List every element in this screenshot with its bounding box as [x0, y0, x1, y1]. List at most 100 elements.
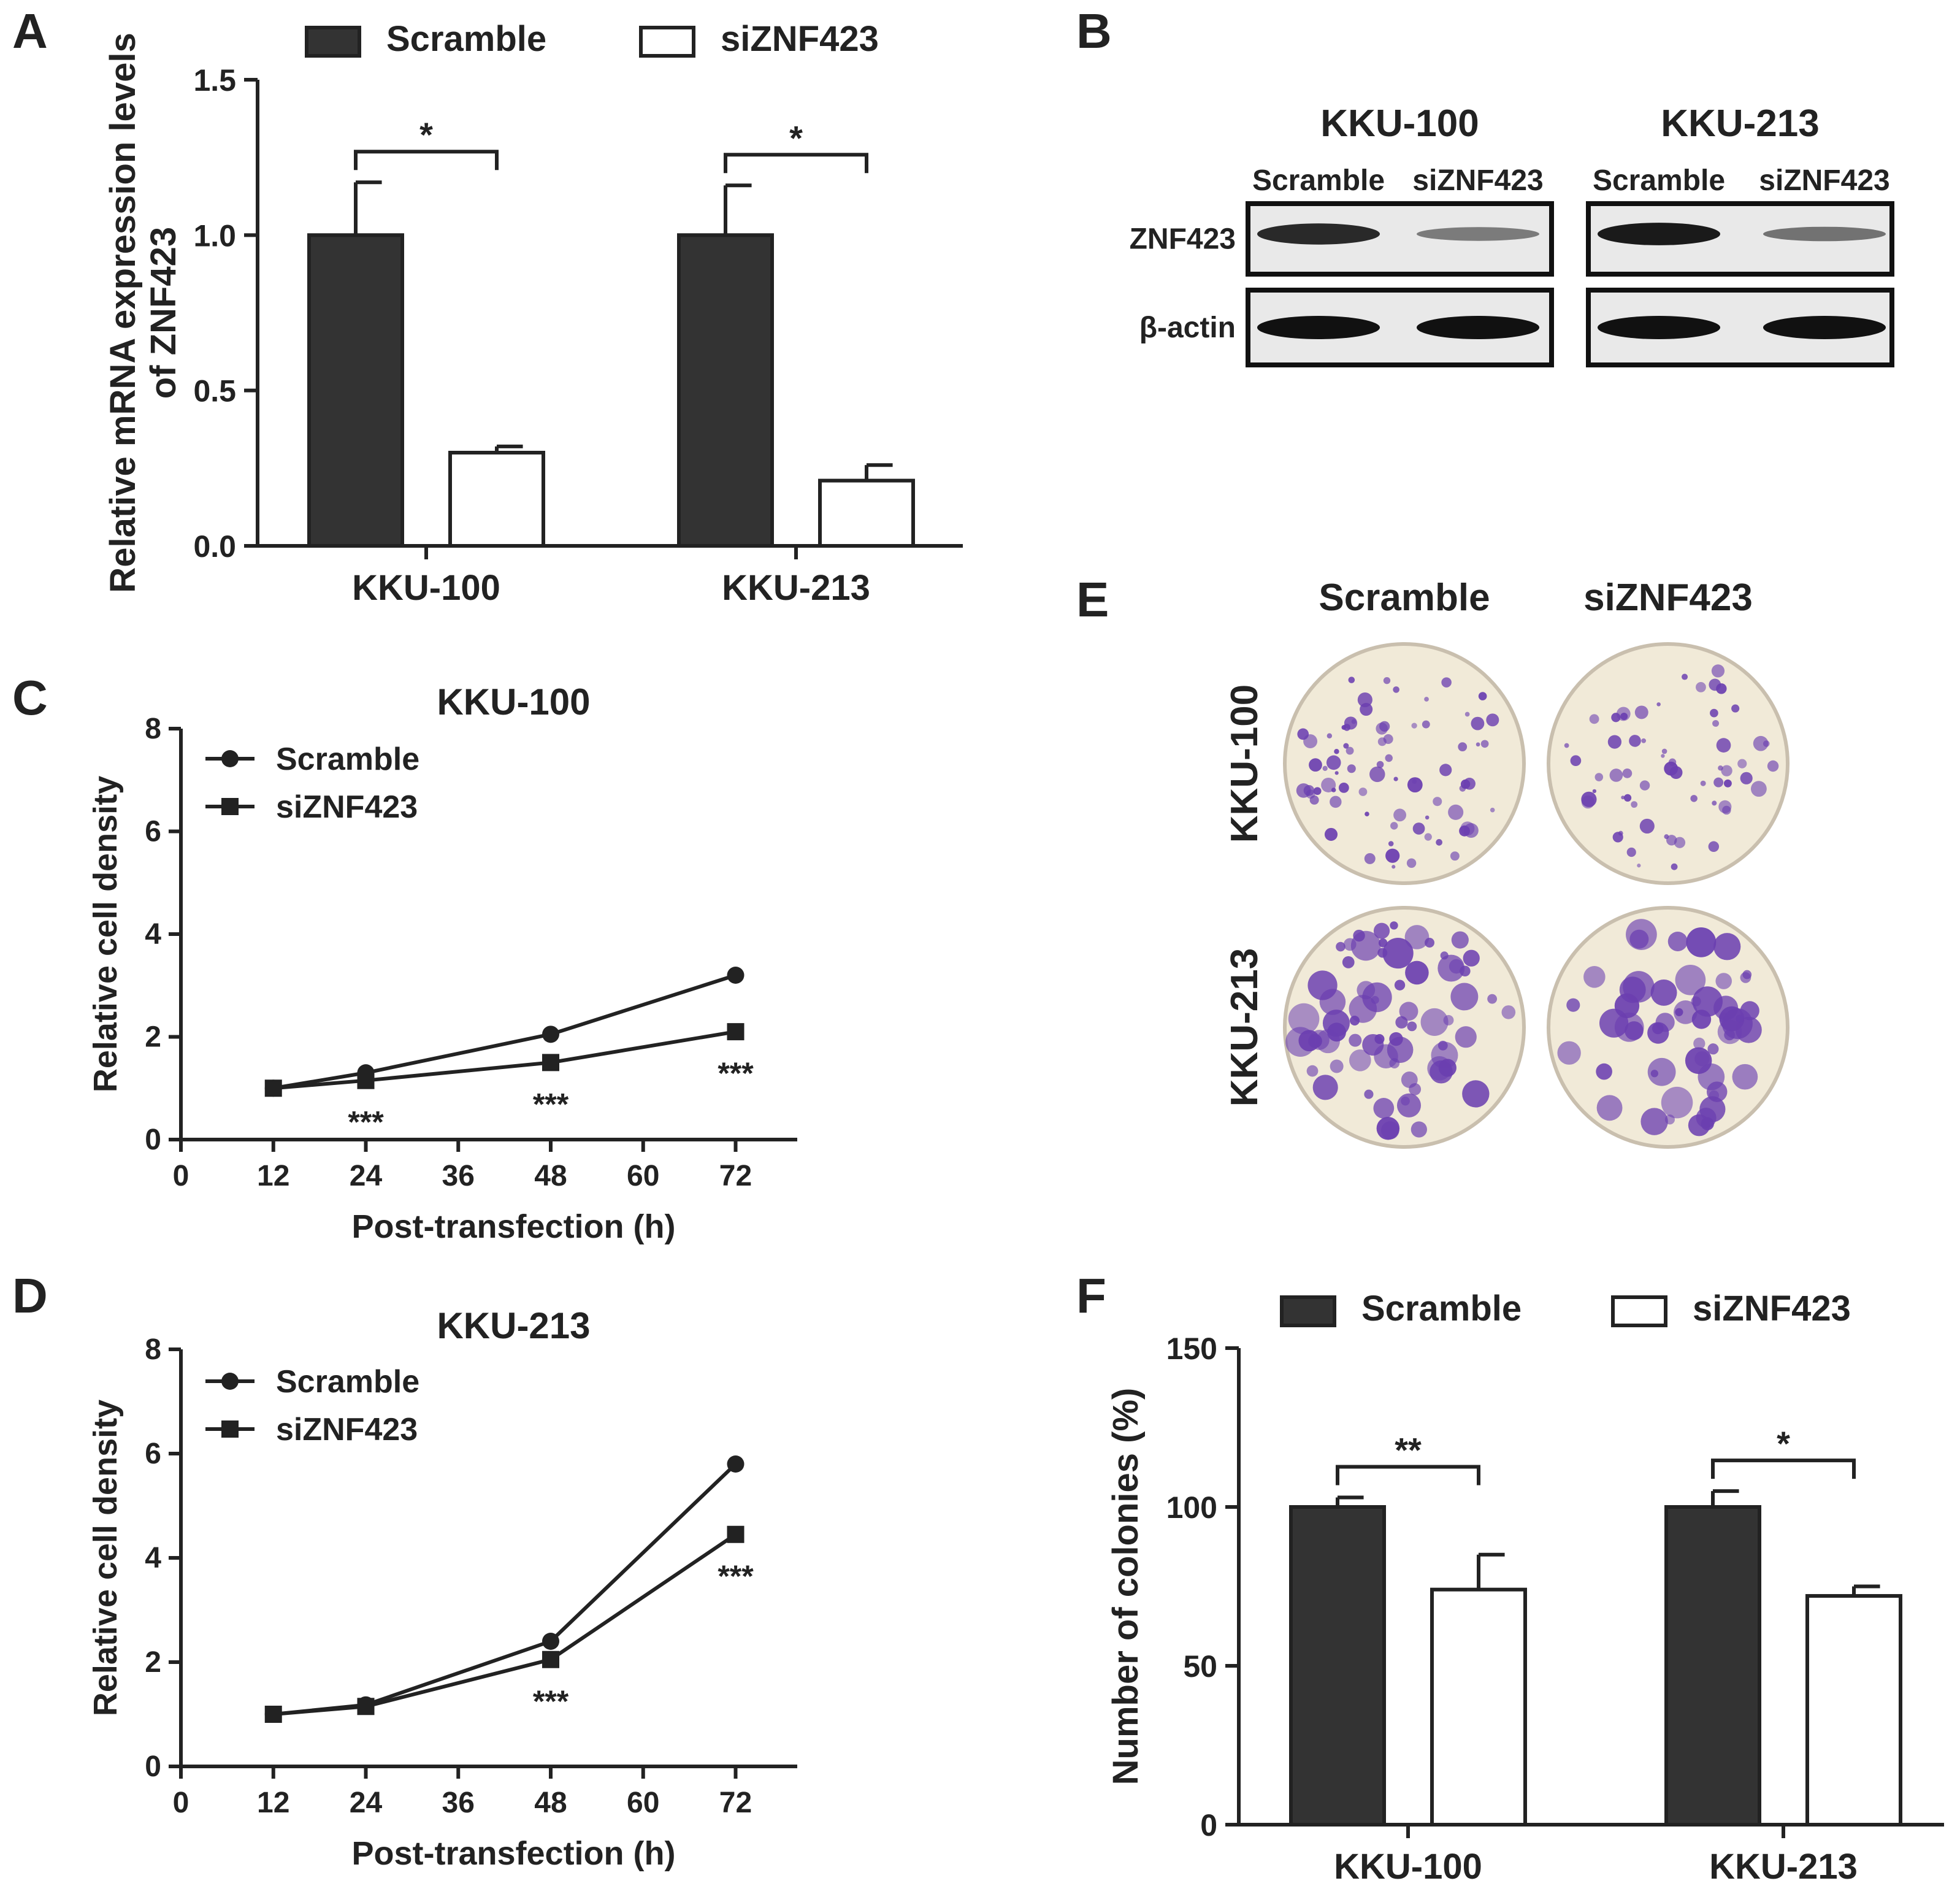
panel-b-letter: B	[1076, 4, 1112, 58]
panel-e-colony	[1622, 769, 1633, 778]
panel-d-legend-marker-square	[221, 1420, 239, 1438]
panel-e-colony	[1656, 702, 1661, 707]
panel-e-colony	[1346, 746, 1354, 755]
panel-f-y-tick-label: 150	[1166, 1332, 1217, 1366]
panel-b-band	[1417, 227, 1539, 241]
panel-d-significance-label: ***	[533, 1684, 569, 1719]
panel-c-legend-marker-circle	[221, 750, 239, 767]
panel-e-colony	[1439, 764, 1452, 776]
panel-e-colony	[1376, 723, 1388, 735]
panel-e-colony	[1319, 989, 1346, 1015]
panel-e-colony	[1501, 1005, 1516, 1019]
panel-e-colony	[1455, 1026, 1477, 1048]
panel-c-x-tick-label: 60	[627, 1160, 659, 1192]
panel-e-colony	[1596, 1063, 1612, 1080]
panel-f-bar-scramble	[1289, 1505, 1386, 1827]
panel-e-colony	[1675, 964, 1706, 995]
panel-c-y-tick-label: 2	[145, 1021, 161, 1054]
panel-b-band	[1763, 226, 1886, 242]
panel-e-colony	[1566, 998, 1580, 1012]
panel-e-colony	[1487, 994, 1498, 1004]
panel-e-colony	[1396, 1093, 1422, 1117]
panel-e-colony	[1409, 1083, 1422, 1095]
panel-e-colony	[1334, 749, 1339, 754]
panel-e-colony	[1351, 719, 1357, 724]
panel-e-colony	[1607, 735, 1621, 749]
panel-e-colony	[1358, 788, 1368, 796]
panel-b-cell-line-label: KKU-213	[1661, 102, 1819, 145]
panel-e-colony	[1365, 811, 1369, 816]
panel-d-point-siznf423	[727, 1525, 745, 1543]
panel-c-x-tick-label: 24	[350, 1160, 383, 1192]
panel-d-title: KKU-213	[437, 1305, 590, 1346]
panel-e-colony	[1731, 704, 1740, 713]
panel-a-letter: A	[12, 4, 48, 58]
panel-d-line-scramble	[273, 1462, 737, 1716]
panel-e-colony	[1404, 925, 1430, 949]
panel-e-colony	[1460, 965, 1471, 977]
panel-e-colony	[1422, 720, 1430, 729]
panel-e-colony	[1709, 678, 1721, 691]
panel-e-colony	[1338, 782, 1349, 793]
panel-d-significance-label: ***	[718, 1559, 754, 1593]
panel-b-band	[1598, 316, 1720, 339]
panel-e-colony	[1612, 832, 1623, 843]
panel-f-bar-scramble	[1664, 1505, 1761, 1827]
panel-c-letter: C	[12, 670, 48, 725]
panel-e-colony	[1478, 692, 1487, 700]
panel-e-colony	[1336, 941, 1346, 952]
panel-e-colony	[1696, 681, 1706, 692]
panel-d-legend-label: siZNF423	[276, 1412, 418, 1447]
panel-e-colony	[1737, 759, 1747, 769]
panel-e-colony	[1718, 800, 1732, 813]
panel-f-y-tick-label: 0	[1200, 1808, 1217, 1842]
panel-e-colony	[1471, 716, 1485, 730]
panel-e-colony	[1664, 834, 1669, 840]
panel-e-colony	[1688, 1114, 1710, 1137]
panel-e-colony	[1322, 765, 1328, 771]
panel-e-colony	[1671, 863, 1678, 870]
panel-d-letter: D	[12, 1268, 48, 1323]
panel-e-colony	[1685, 1047, 1712, 1075]
panel-e-colony	[1342, 956, 1355, 968]
panel-e-colony	[1443, 1014, 1454, 1025]
panel-e-column-label: Scramble	[1319, 577, 1490, 619]
panel-e-colony	[1708, 841, 1720, 853]
panel-d-y-tick-label: 4	[145, 1542, 161, 1574]
panel-e-colony	[1390, 822, 1398, 830]
panel-e-row-label: KKU-100	[1223, 684, 1266, 843]
panel-e-colony	[1407, 1021, 1417, 1032]
panel-c-significance-label: ***	[718, 1056, 754, 1091]
panel-f-significance-label: **	[1395, 1430, 1422, 1469]
panel-e-colony	[1640, 1108, 1668, 1135]
panel-d-x-tick-label: 12	[257, 1787, 289, 1819]
panel-e-colony	[1350, 930, 1381, 961]
panel-e-colony	[1637, 864, 1641, 868]
panel-f-legend-swatch	[1611, 1295, 1667, 1327]
panel-e-colony	[1650, 979, 1677, 1006]
panel-a-y-tick-label: 0.0	[193, 529, 236, 564]
panel-e-colony	[1349, 1015, 1360, 1026]
panel-e-colony	[1476, 742, 1480, 747]
panel-c-x-tick-label: 0	[173, 1160, 189, 1192]
panel-e-colony	[1631, 801, 1638, 808]
panel-e-colony	[1427, 1056, 1452, 1081]
panel-e-colony	[1448, 804, 1464, 820]
panel-e-colony	[1623, 794, 1632, 802]
panel-e-colony	[1347, 764, 1356, 773]
panel-e-colony	[1710, 708, 1718, 718]
panel-e-letter: E	[1076, 572, 1109, 627]
panel-c-y-tick-label: 8	[145, 713, 161, 745]
panel-c-point-siznf423	[357, 1071, 375, 1089]
panel-e-colony	[1424, 697, 1429, 702]
panel-b-protein-label: β-actin	[1139, 312, 1236, 344]
panel-c-significance-label: ***	[533, 1087, 569, 1121]
panel-e-colony	[1312, 1075, 1338, 1100]
panel-a-y-tick-label: 1.0	[193, 218, 236, 253]
panel-e-colony	[1674, 837, 1686, 848]
panel-a-y-axis-label-line: of ZNF423	[144, 227, 183, 399]
panel-e-colony	[1629, 735, 1641, 747]
panel-e-colony	[1724, 1029, 1735, 1041]
